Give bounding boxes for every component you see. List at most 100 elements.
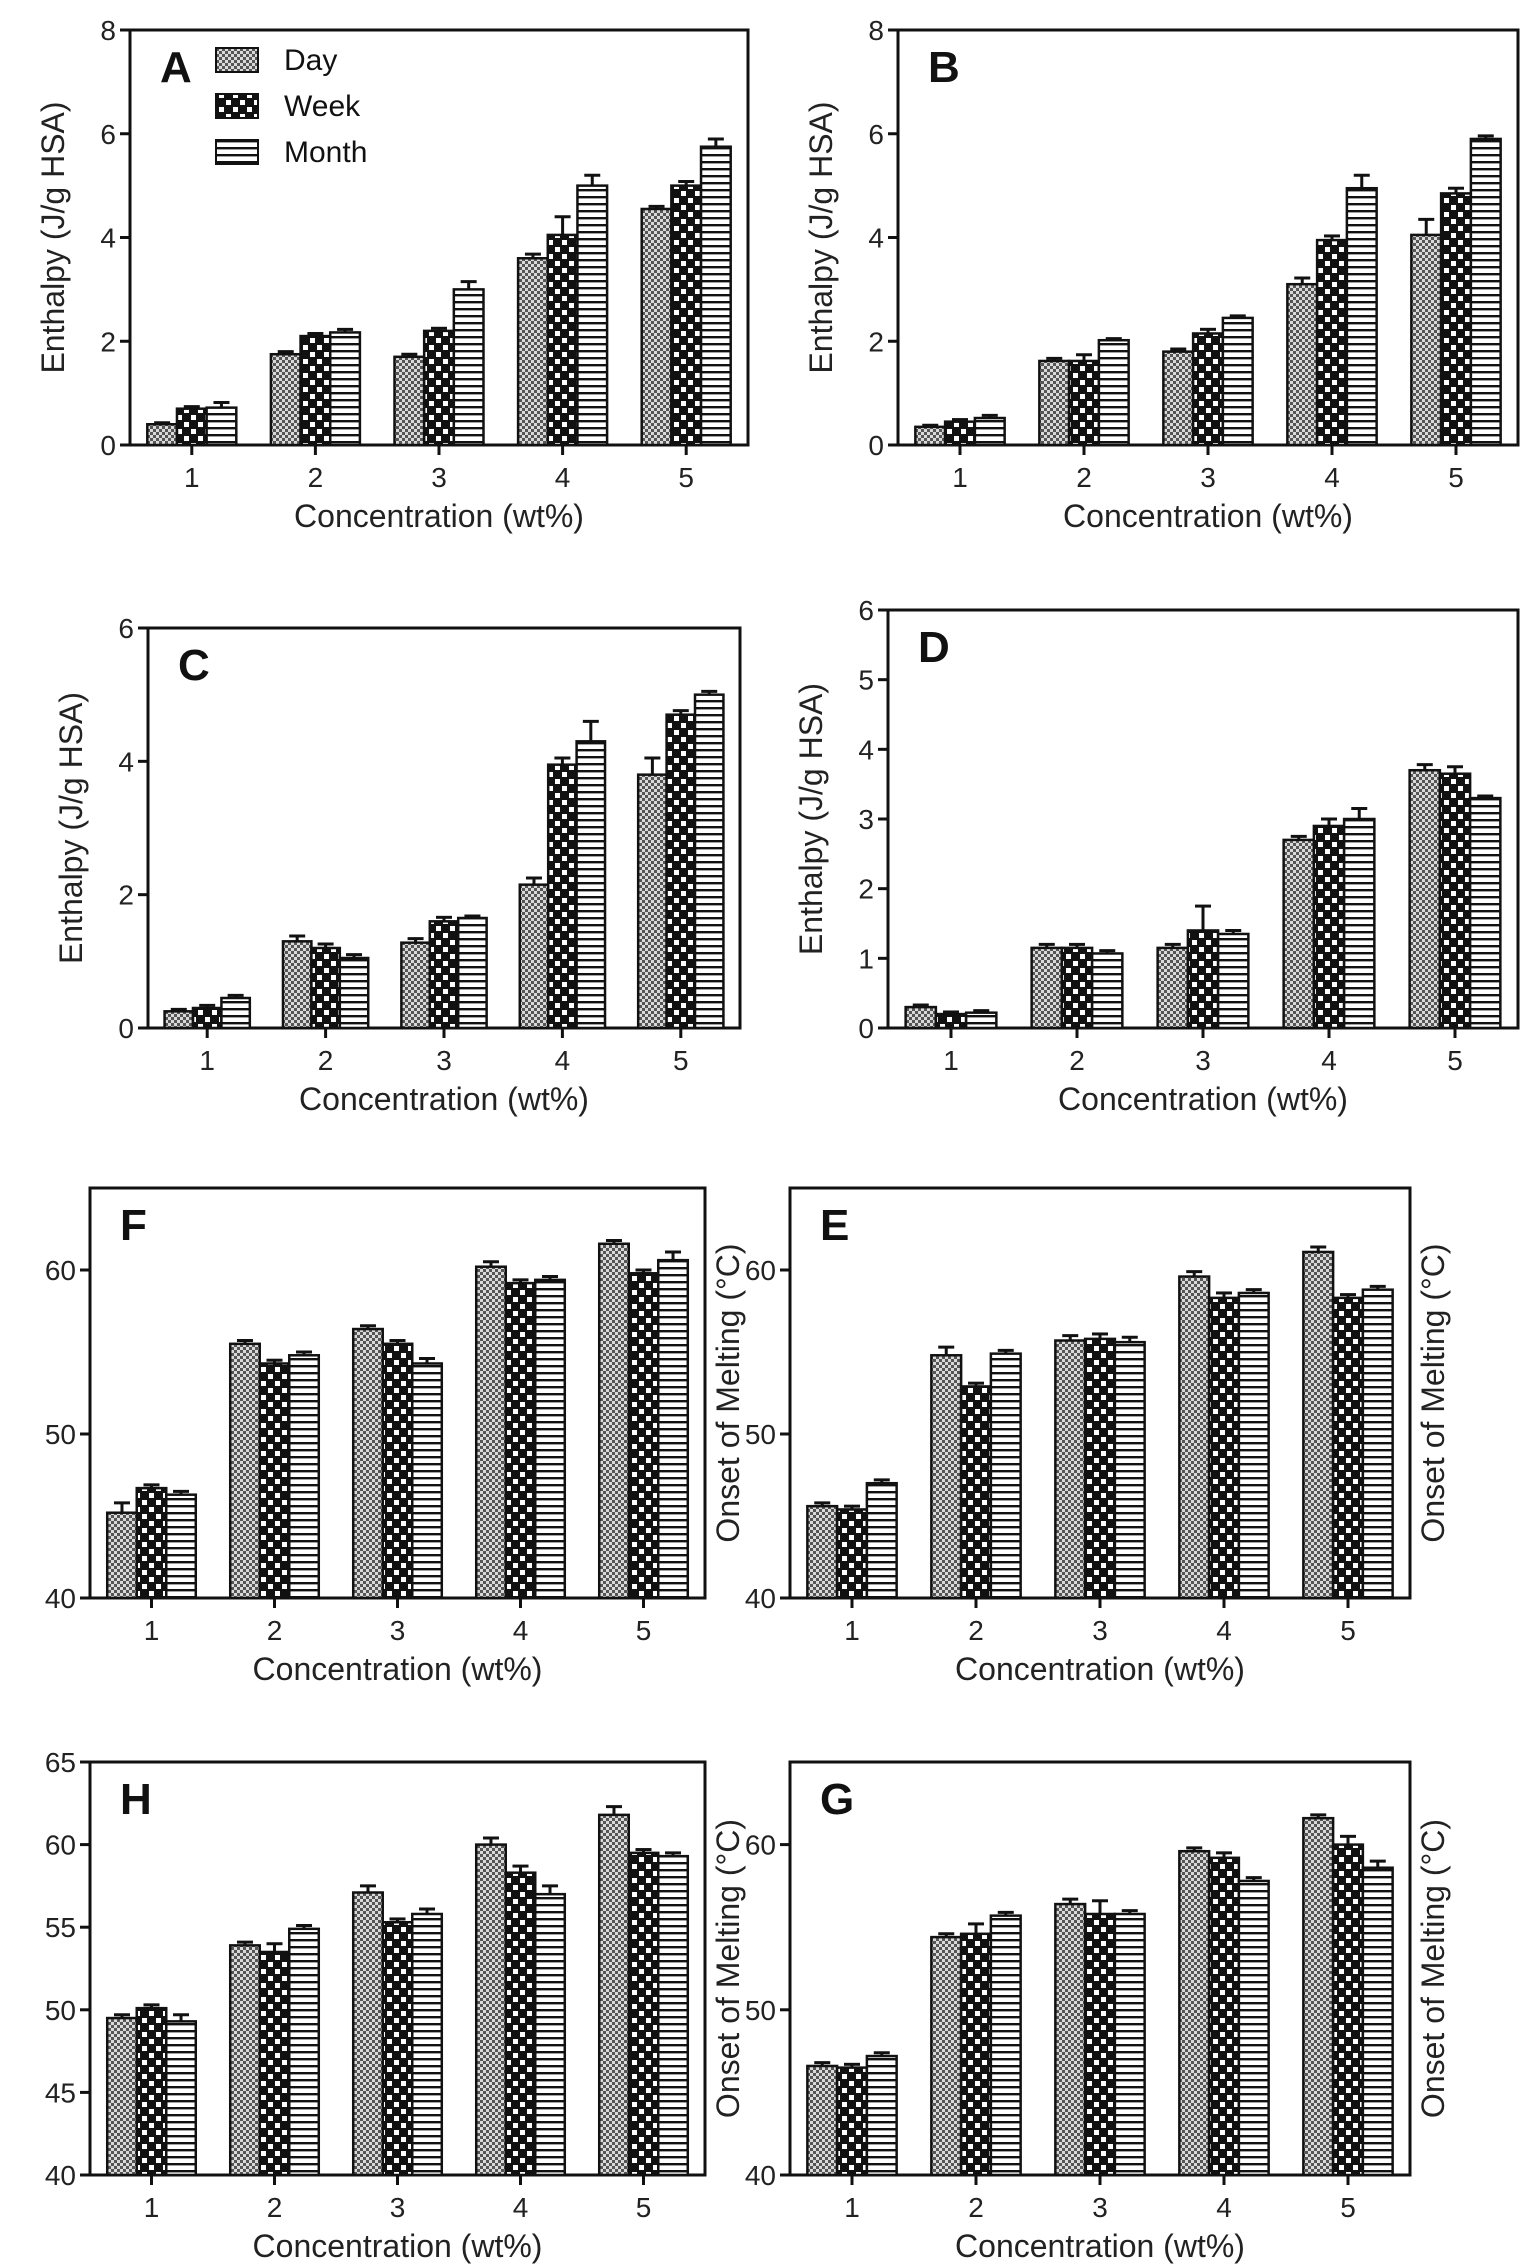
bar-week [835,1508,869,1600]
bar-day [1410,233,1443,447]
panel-letter: B [928,43,960,92]
panel-letter: A [160,43,192,92]
bar-week [1083,1912,1117,2177]
legend-swatch-day [215,47,259,73]
bar-day [281,940,313,1030]
x-tick-label: 4 [555,462,571,493]
legend-label-day: Day [284,44,337,77]
y-tick-label: 4 [118,746,134,777]
panel-b-chart: 0 2 4 6 8 1 2 3 4 5 Concentration (wt%) Enthalpy (J… [803,15,1520,534]
bar-week [546,763,578,1030]
y-tick-label: 60 [745,1255,776,1286]
bar-day [806,2064,839,2177]
legend-swatch-week [215,93,259,119]
panel-g-chart: 40 50 60 1 2 3 4 5 Concentration (wt%) Onset of M… [745,1760,1451,2264]
bar-week [665,713,697,1030]
bar-day [930,1354,963,1600]
bar-week [1312,824,1346,1030]
bar-week [381,1920,414,2177]
bar-day [930,1935,963,2177]
y-axis-title: Onset of Melting (°C) [1415,1819,1451,2118]
x-tick-label: 2 [968,1615,984,1646]
bar-week [943,420,977,447]
legend-swatch-month [215,139,259,165]
y-tick-label: 2 [868,326,884,357]
bar-week [627,1851,660,2177]
bar-month [989,1352,1022,1600]
x-tick-label: 1 [943,1045,959,1076]
bar-day [474,1265,507,1600]
bar-month [657,1258,690,1600]
bar-month [411,1362,444,1600]
y-tick-label: 4 [100,223,116,254]
x-tick-label: 2 [308,462,324,493]
y-tick-label: 40 [745,2160,776,2191]
x-axis-title: Concentration (wt%) [253,1651,543,1687]
bar-day [351,1327,384,1600]
x-tick-label: 5 [1340,2192,1356,2223]
x-tick-label: 1 [844,2192,860,2223]
y-tick-label: 0 [868,430,884,461]
y-tick-label: 1 [858,943,874,974]
bar-week [1315,238,1349,447]
bar-day [1030,946,1064,1030]
x-tick-label: 5 [1340,1615,1356,1646]
bar-month [1221,316,1254,447]
bar-day [393,355,426,447]
bar-month [693,693,725,1030]
x-tick-label: 2 [1076,462,1092,493]
bar-month [205,406,238,447]
bar-month [1342,817,1376,1030]
y-tick-label: 6 [100,119,116,150]
bar-week [504,1871,537,2177]
bar-month [1469,137,1502,447]
x-tick-label: 4 [1216,1615,1232,1646]
bar-month [973,416,1006,447]
legend-label-week: Week [284,90,361,123]
bar-day [1302,1816,1335,2177]
bar-week [135,2006,168,2177]
x-tick-label: 3 [1200,462,1216,493]
x-tick-label: 5 [1447,1045,1463,1076]
x-tick-label: 5 [1448,462,1464,493]
bar-month [534,1278,567,1600]
bar-month [1090,952,1124,1030]
bar-day [1408,768,1442,1030]
bar-month [657,1854,690,2177]
bar-week [1207,1856,1241,2177]
bar-day [105,1511,138,1600]
y-tick-label: 60 [745,1830,776,1861]
bar-week [135,1486,168,1600]
y-tick-label: 50 [45,1419,76,1450]
y-tick-label: 65 [45,1747,76,1778]
bar-week [422,329,456,447]
bar-month [165,2020,198,2177]
bar-week [310,946,342,1030]
bar-week [1331,1296,1365,1600]
bar-day [1178,1849,1211,2177]
y-tick-label: 50 [745,1419,776,1450]
y-tick-label: 40 [745,1583,776,1614]
bar-day [1286,282,1319,447]
x-tick-label: 5 [673,1045,689,1076]
bar-week [1191,332,1225,447]
y-tick-label: 45 [45,2077,76,2108]
x-tick-label: 1 [199,1045,215,1076]
x-tick-label: 3 [431,462,447,493]
y-tick-label: 5 [858,665,874,696]
y-tick-label: 3 [858,804,874,835]
x-tick-label: 2 [1069,1045,1085,1076]
bar-month [865,2054,898,2177]
bar-month [411,1912,444,2177]
bar-month [1216,932,1250,1030]
bar-week [504,1281,537,1600]
bar-day [636,773,668,1030]
bar-day [1178,1275,1211,1600]
y-tick-label: 50 [745,1995,776,2026]
panel-letter: F [120,1201,147,1250]
bar-week [191,1006,223,1030]
bar-week [1439,192,1473,447]
x-axis-title: Concentration (wt%) [955,2228,1245,2264]
x-axis-title: Concentration (wt%) [1063,498,1353,534]
bar-day [146,423,179,447]
